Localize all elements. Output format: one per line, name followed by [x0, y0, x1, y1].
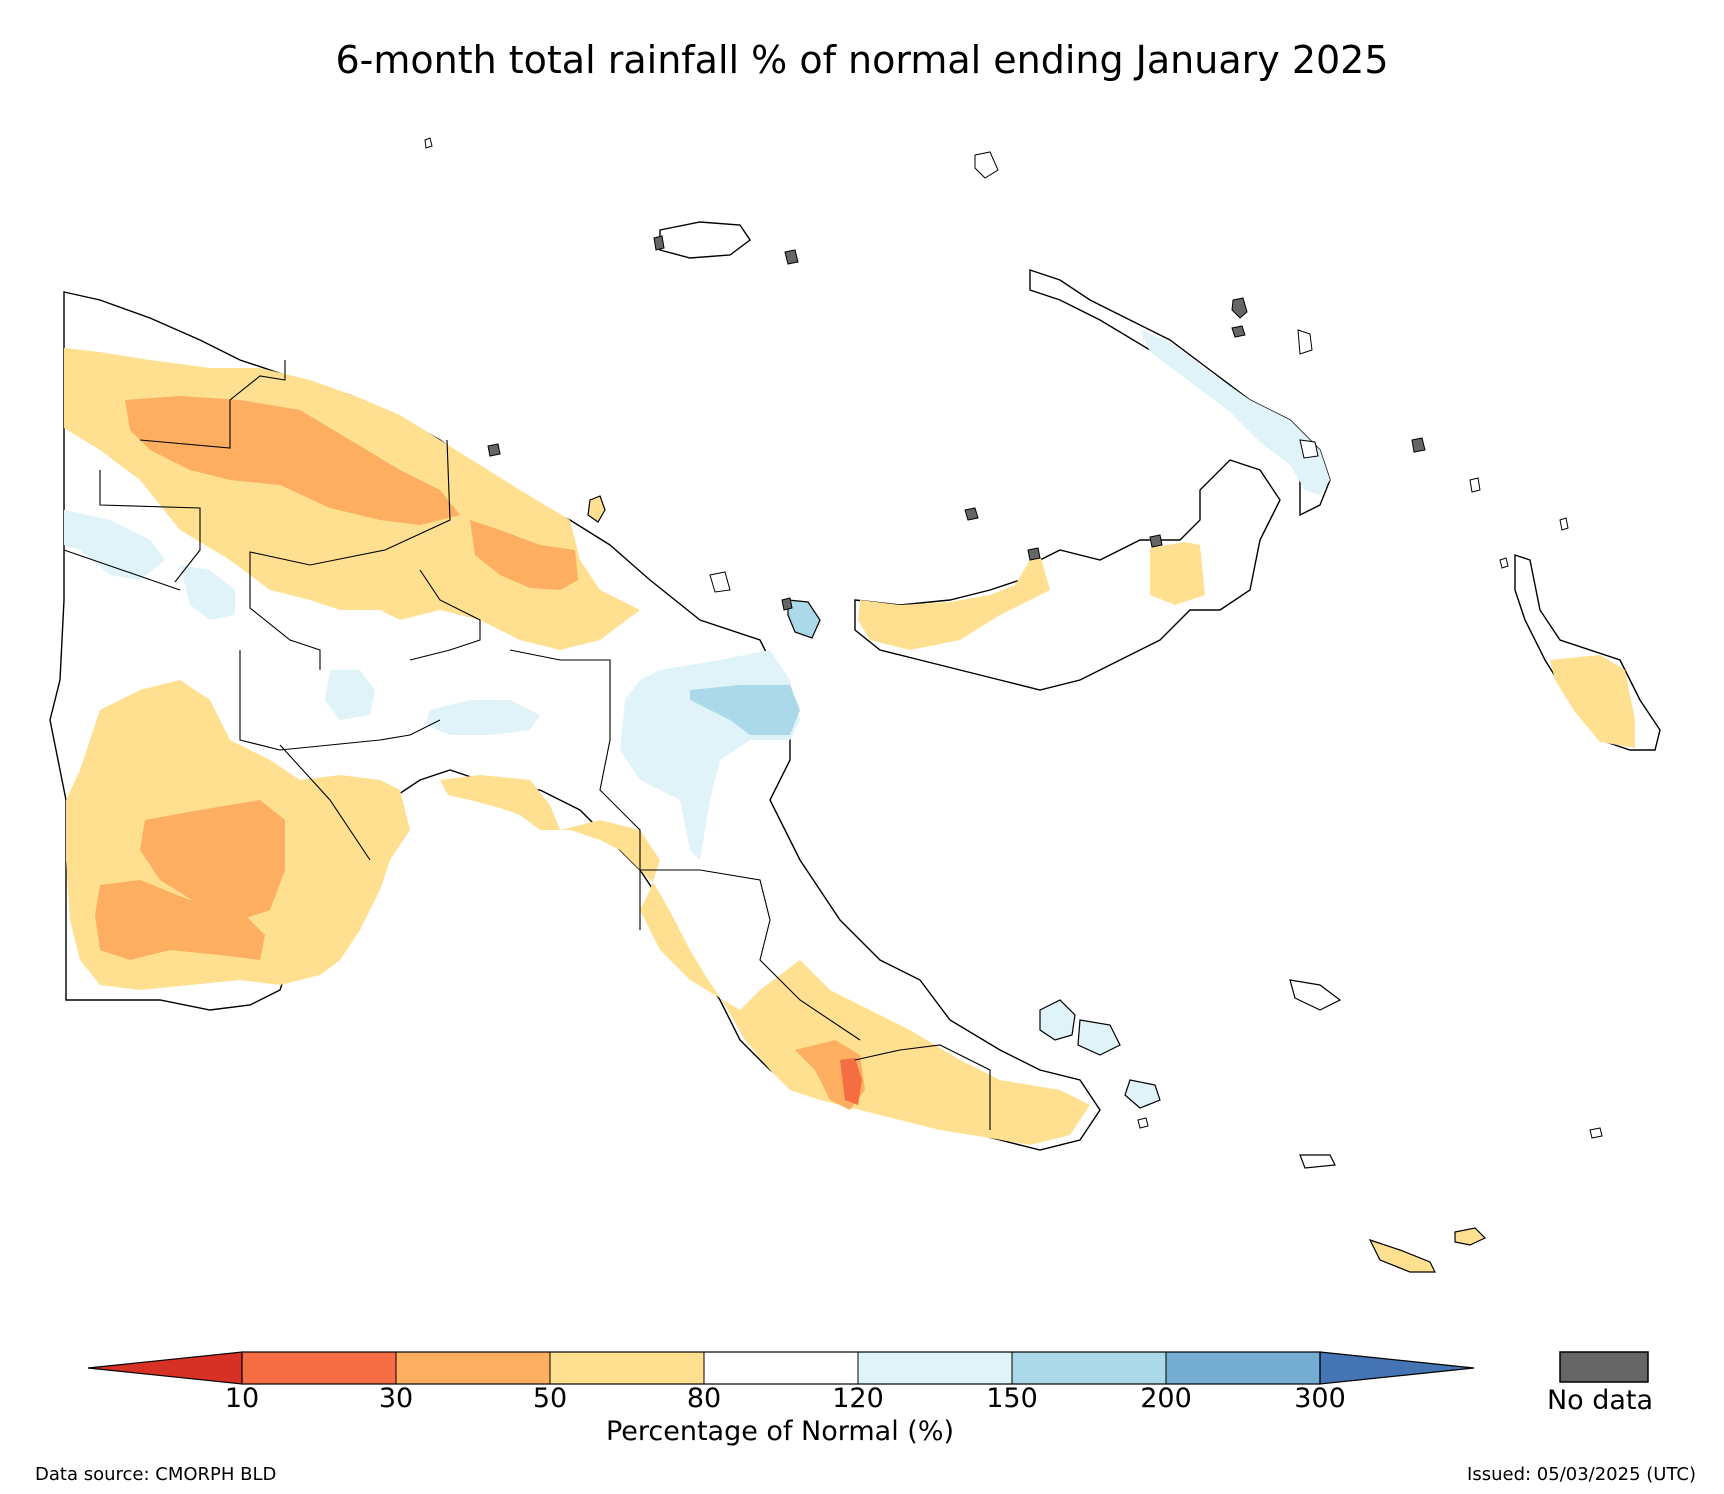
colorbar-bin-150-200 [1012, 1352, 1166, 1384]
colorbar-tick-label: 50 [533, 1383, 567, 1414]
colorbar-extension-high [1320, 1352, 1474, 1384]
no-data-label: No data [1547, 1385, 1653, 1416]
louisiade-island [1370, 1240, 1435, 1272]
colorbar-title: Percentage of Normal (%) [606, 1416, 954, 1447]
dentrecasteaux-island-a [1040, 1000, 1075, 1040]
colorbar-bin-200-300 [1166, 1352, 1320, 1384]
long-island [588, 496, 605, 522]
colorbar-tick-label: 80 [687, 1383, 721, 1414]
issued-date-text: Issued: 05/03/2025 (UTC) [1467, 1464, 1696, 1485]
rain-50-80-bougainville [1550, 655, 1635, 748]
dentrecasteaux-island-c [1125, 1080, 1160, 1108]
colorbar-tick-label: 300 [1294, 1383, 1346, 1414]
colorbar-bin-30-50 [396, 1352, 550, 1384]
colorbar-tick-label: 120 [832, 1383, 884, 1414]
papua-new-guinea-map [50, 138, 1660, 1272]
map-title: 6-month total rainfall % of normal endin… [0, 38, 1724, 82]
dentrecasteaux-island-b [1078, 1020, 1120, 1055]
colorbar-tick-label: 30 [379, 1383, 413, 1414]
colorbar-tick-label: 200 [1140, 1383, 1192, 1414]
new-britain-island [855, 460, 1280, 690]
colorbar-bin-120-150 [858, 1352, 1012, 1384]
colorbar-bin-80-120 [704, 1352, 858, 1384]
no-data-swatch [1560, 1352, 1648, 1382]
manus-island [660, 222, 750, 258]
colorbar [88, 1352, 1648, 1384]
colorbar-tick-label: 150 [986, 1383, 1038, 1414]
trobriand-island [1290, 980, 1340, 1010]
woodlark-island [1300, 1155, 1335, 1168]
new-ireland-island [1030, 270, 1330, 515]
umboi-island [788, 600, 820, 638]
rainfall-map [0, 0, 1724, 1494]
rossel-island [1455, 1228, 1485, 1245]
colorbar-bin-10-30 [242, 1352, 396, 1384]
colorbar-tick-label: 10 [225, 1383, 259, 1414]
colorbar-bin-50-80 [550, 1352, 704, 1384]
data-source-text: Data source: CMORPH BLD [35, 1464, 276, 1485]
colorbar-extension-low [88, 1352, 242, 1384]
rain-50-80-new-britain-east [1150, 542, 1205, 605]
